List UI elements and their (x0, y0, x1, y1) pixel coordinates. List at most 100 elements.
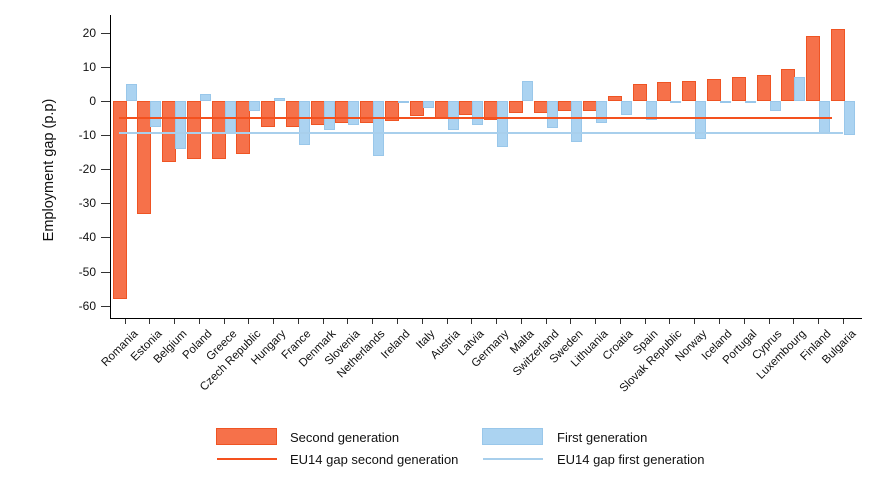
bar-first-generation-poland (199, 94, 211, 101)
legend-label-second-generation: Second generation (290, 430, 400, 445)
bar-first-generation-norway (695, 101, 707, 139)
bar-first-generation-malta (521, 80, 533, 101)
bar-first-generation-slovak-republic (670, 101, 682, 103)
legend-label-first-generation: First generation (557, 430, 648, 445)
x-tick (198, 319, 200, 324)
bar-first-generation-slovenia (348, 101, 360, 125)
x-tick (223, 319, 225, 324)
bar-second-generation-luxembourg (781, 68, 796, 101)
bar-first-generation-spain (645, 101, 657, 120)
bar-second-generation-ireland (384, 101, 399, 122)
x-tick (818, 319, 820, 324)
y-tick-label: 0 (89, 94, 96, 108)
bar-first-generation-hungary (274, 97, 286, 101)
bar-first-generation-sweden (571, 101, 583, 142)
x-tick (421, 319, 423, 324)
x-tick (471, 319, 473, 324)
bar-first-generation-luxembourg (794, 77, 806, 101)
bar-second-generation-romania (112, 101, 127, 299)
x-tick (149, 319, 151, 324)
x-tick (570, 319, 572, 324)
bar-first-generation-ireland (397, 101, 409, 103)
legend-label-eu14-first: EU14 gap first generation (557, 452, 705, 467)
bar-second-generation-slovak-republic (657, 82, 672, 101)
y-tick-label: -60 (78, 298, 96, 313)
y-tick (101, 169, 110, 171)
y-tick-label: -40 (78, 230, 96, 245)
bar-first-generation-bulgaria (843, 101, 855, 136)
x-tick (793, 319, 795, 324)
bar-second-generation-malta (508, 101, 523, 113)
x-tick (372, 319, 374, 324)
y-tick (101, 101, 110, 102)
y-tick (101, 305, 110, 307)
bar-second-generation-denmark (310, 101, 325, 125)
x-tick (347, 319, 349, 324)
legend-line-eu14-first (483, 458, 543, 460)
bar-second-generation-sweden (558, 101, 573, 112)
bar-second-generation-bulgaria (830, 29, 845, 101)
x-tick (669, 319, 671, 324)
x-tick (446, 319, 448, 324)
legend-line-eu14-second (217, 458, 277, 460)
bar-second-generation-switzerland (533, 101, 548, 113)
x-tick (619, 319, 621, 324)
bar-second-generation-slovenia (335, 101, 350, 124)
bar-second-generation-estonia (137, 101, 152, 214)
bar-first-generation-switzerland (546, 101, 558, 129)
bar-second-generation-poland (186, 101, 201, 159)
y-tick-label: -10 (78, 128, 96, 143)
legend-label-eu14-second: EU14 gap second generation (290, 452, 459, 467)
x-tick (644, 319, 646, 324)
y-axis-title: Employment gap (p.p) (41, 98, 57, 242)
bar-second-generation-italy (409, 101, 424, 117)
bar-first-generation-germany (497, 101, 509, 148)
x-tick (520, 319, 522, 324)
bar-first-generation-austria (447, 101, 459, 130)
bar-first-generation-lithuania (596, 101, 608, 124)
bar-first-generation-estonia (150, 101, 162, 127)
bar-first-generation-cyprus (769, 101, 781, 112)
bar-second-generation-france (285, 101, 300, 127)
y-tick-label: -30 (78, 196, 96, 211)
y-tick (101, 66, 110, 68)
y-tick-label: 20 (82, 25, 96, 40)
y-tick (101, 135, 110, 137)
x-tick (322, 319, 324, 324)
y-tick (101, 271, 110, 273)
x-tick (248, 319, 250, 324)
bar-first-generation-netherlands (373, 101, 385, 156)
bar-second-generation-netherlands (360, 101, 375, 124)
x-tick (124, 319, 126, 324)
bar-second-generation-iceland (706, 78, 721, 101)
y-tick (101, 203, 110, 205)
y-tick-label: 10 (82, 59, 96, 74)
x-tick (595, 319, 597, 324)
x-tick (694, 319, 696, 324)
ref-line-eu14-gap-second-generation (119, 117, 832, 120)
bar-second-generation-spain (632, 83, 647, 101)
ref-line-eu14-gap-first-generation (119, 132, 843, 135)
bar-second-generation-finland (806, 36, 821, 101)
bar-second-generation-norway (682, 80, 697, 101)
x-tick (743, 319, 745, 324)
x-tick (496, 319, 498, 324)
x-tick (273, 319, 275, 324)
bar-second-generation-greece (211, 101, 226, 159)
bar-first-generation-denmark (323, 101, 335, 130)
bar-second-generation-latvia (459, 101, 474, 115)
y-tick (101, 32, 110, 34)
bar-first-generation-latvia (472, 101, 484, 125)
y-axis-line (110, 15, 111, 319)
y-tick-label: -50 (78, 264, 96, 279)
bar-second-generation-lithuania (583, 101, 598, 112)
bar-first-generation-romania (125, 83, 137, 101)
bar-first-generation-croatia (620, 101, 632, 115)
bar-second-generation-hungary (261, 101, 276, 127)
bar-first-generation-italy (422, 101, 434, 108)
bar-second-generation-cyprus (756, 75, 771, 101)
y-tick (101, 237, 110, 239)
x-tick (545, 319, 547, 324)
x-tick (297, 319, 299, 324)
